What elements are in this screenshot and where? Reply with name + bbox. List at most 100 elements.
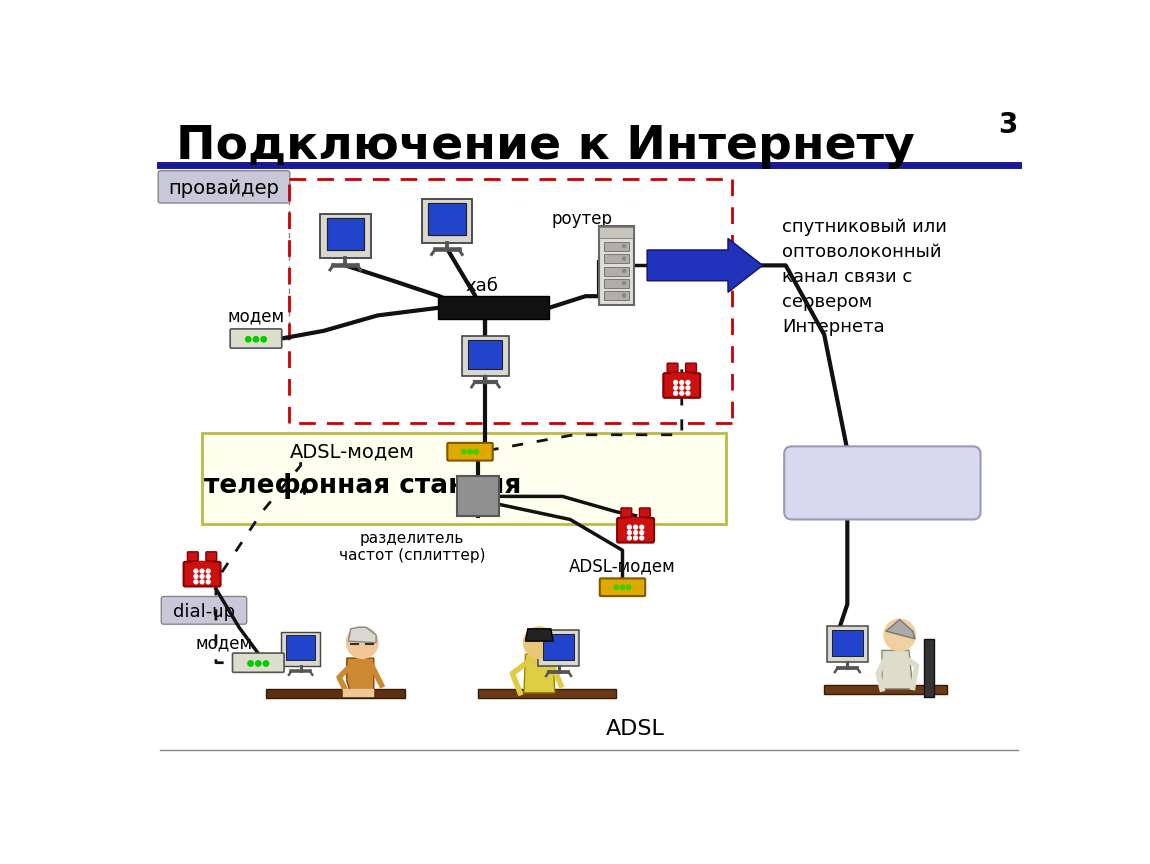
Text: dial-up: dial-up	[172, 603, 235, 621]
FancyBboxPatch shape	[827, 626, 868, 663]
Polygon shape	[886, 619, 915, 638]
Circle shape	[674, 386, 677, 390]
FancyBboxPatch shape	[428, 203, 466, 235]
FancyBboxPatch shape	[667, 363, 678, 372]
Text: телефонная станция: телефонная станция	[204, 473, 521, 499]
Text: ADSL-модем: ADSL-модем	[290, 443, 415, 462]
FancyBboxPatch shape	[664, 373, 700, 397]
Circle shape	[674, 391, 677, 395]
Circle shape	[524, 627, 554, 658]
Circle shape	[206, 569, 210, 573]
FancyBboxPatch shape	[784, 447, 981, 519]
Circle shape	[634, 525, 637, 529]
FancyBboxPatch shape	[604, 242, 629, 251]
Circle shape	[884, 619, 915, 651]
FancyBboxPatch shape	[599, 227, 634, 238]
Text: выделенная
линия: выделенная линия	[819, 464, 945, 505]
Text: ADSL-модем: ADSL-модем	[569, 557, 676, 575]
Circle shape	[634, 530, 637, 535]
Circle shape	[200, 575, 204, 578]
Polygon shape	[524, 654, 554, 693]
Circle shape	[674, 380, 677, 384]
FancyBboxPatch shape	[159, 171, 290, 203]
FancyBboxPatch shape	[600, 578, 645, 596]
Circle shape	[200, 580, 204, 584]
FancyBboxPatch shape	[232, 653, 284, 672]
Circle shape	[200, 569, 204, 573]
FancyBboxPatch shape	[833, 630, 862, 656]
Text: Подключение к Интернету: Подключение к Интернету	[176, 124, 914, 168]
Text: 3: 3	[998, 111, 1017, 139]
Circle shape	[639, 536, 644, 540]
Text: ADSL: ADSL	[606, 719, 665, 739]
Circle shape	[194, 569, 198, 573]
Circle shape	[246, 337, 251, 342]
Circle shape	[255, 661, 261, 666]
Circle shape	[627, 585, 631, 589]
FancyBboxPatch shape	[206, 552, 216, 561]
FancyBboxPatch shape	[825, 685, 948, 695]
Circle shape	[206, 575, 210, 578]
FancyBboxPatch shape	[685, 363, 697, 372]
Circle shape	[634, 536, 637, 540]
FancyBboxPatch shape	[184, 562, 221, 587]
FancyBboxPatch shape	[438, 296, 550, 320]
FancyBboxPatch shape	[161, 596, 247, 624]
FancyBboxPatch shape	[618, 518, 654, 543]
Circle shape	[253, 337, 259, 342]
Circle shape	[614, 585, 619, 589]
FancyBboxPatch shape	[286, 635, 315, 660]
Circle shape	[680, 386, 684, 390]
Text: спутниковый или
оптоволоконный
канал связи с
сервером
Интернета: спутниковый или оптоволоконный канал свя…	[782, 218, 946, 335]
Circle shape	[687, 391, 690, 395]
Circle shape	[194, 580, 198, 584]
FancyBboxPatch shape	[422, 199, 473, 243]
Circle shape	[468, 449, 473, 454]
Polygon shape	[882, 651, 913, 689]
Text: роутер: роутер	[551, 210, 612, 228]
Circle shape	[628, 530, 631, 535]
Circle shape	[680, 380, 684, 384]
FancyBboxPatch shape	[230, 329, 282, 348]
Circle shape	[639, 530, 644, 535]
Circle shape	[622, 270, 626, 272]
FancyBboxPatch shape	[543, 633, 574, 660]
FancyBboxPatch shape	[604, 254, 629, 264]
Circle shape	[461, 449, 466, 454]
Text: хаб: хаб	[465, 276, 498, 295]
Circle shape	[687, 386, 690, 390]
Circle shape	[628, 536, 631, 540]
FancyBboxPatch shape	[604, 266, 629, 276]
FancyBboxPatch shape	[599, 226, 634, 305]
Circle shape	[474, 449, 478, 454]
Circle shape	[680, 391, 684, 395]
Circle shape	[620, 585, 624, 589]
Circle shape	[628, 525, 631, 529]
Polygon shape	[348, 627, 376, 643]
Circle shape	[687, 380, 690, 384]
Polygon shape	[526, 629, 553, 641]
FancyBboxPatch shape	[320, 214, 370, 258]
FancyBboxPatch shape	[925, 638, 934, 696]
Text: провайдер: провайдер	[168, 179, 279, 198]
FancyBboxPatch shape	[604, 279, 629, 288]
Polygon shape	[647, 238, 762, 292]
FancyBboxPatch shape	[477, 689, 616, 698]
FancyBboxPatch shape	[468, 340, 503, 369]
Circle shape	[639, 525, 644, 529]
FancyBboxPatch shape	[187, 552, 198, 561]
Circle shape	[194, 575, 198, 578]
FancyBboxPatch shape	[327, 219, 363, 251]
Text: разделитель
частот (сплиттер): разделитель частот (сплиттер)	[339, 531, 485, 563]
FancyBboxPatch shape	[202, 433, 726, 524]
FancyBboxPatch shape	[447, 443, 492, 461]
Circle shape	[263, 661, 269, 666]
FancyBboxPatch shape	[621, 508, 631, 518]
FancyBboxPatch shape	[462, 336, 508, 376]
Polygon shape	[347, 658, 374, 693]
Text: модем: модем	[228, 308, 284, 326]
Circle shape	[248, 661, 253, 666]
FancyBboxPatch shape	[538, 630, 580, 666]
Circle shape	[261, 337, 267, 342]
FancyBboxPatch shape	[281, 632, 320, 665]
